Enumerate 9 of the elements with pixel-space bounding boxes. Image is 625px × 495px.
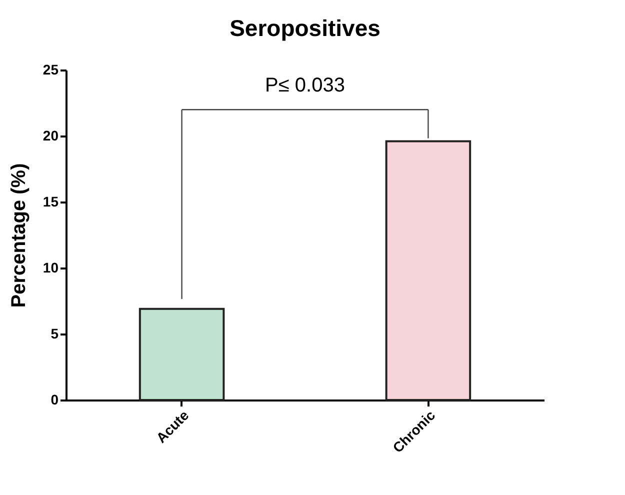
annotation: P≤ 0.033 [265, 74, 345, 97]
y-tick-label: 15 [42, 194, 59, 210]
y-tick-label: 0 [50, 392, 59, 408]
y-axis-title: Percentage (%) [8, 163, 30, 308]
y-tick-label: 25 [42, 62, 59, 78]
y-tick-label: 10 [42, 260, 59, 276]
y-tick-label: 20 [42, 128, 59, 144]
y-tick-label: 5 [50, 326, 59, 342]
chart-title: Seropositives [230, 15, 380, 41]
